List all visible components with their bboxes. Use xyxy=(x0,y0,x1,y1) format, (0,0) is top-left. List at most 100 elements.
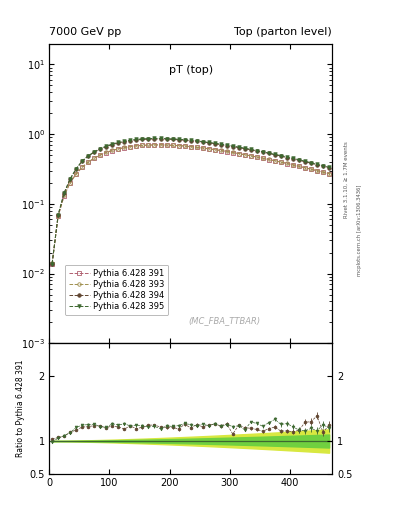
Pythia 6.428 395 xyxy=(110,141,115,147)
Pythia 6.428 393 xyxy=(309,166,313,172)
Pythia 6.428 393 xyxy=(261,155,265,161)
Pythia 6.428 393 xyxy=(224,148,229,155)
Pythia 6.428 393 xyxy=(212,146,217,153)
Pythia 6.428 395 xyxy=(200,139,205,145)
Pythia 6.428 395 xyxy=(224,142,229,148)
Pythia 6.428 391 xyxy=(321,169,325,175)
Pythia 6.428 395 xyxy=(212,140,217,146)
Pythia 6.428 393 xyxy=(219,147,223,154)
Pythia 6.428 393 xyxy=(315,167,320,174)
Pythia 6.428 391 xyxy=(303,165,307,171)
Pythia 6.428 393 xyxy=(188,143,193,150)
Pythia 6.428 395 xyxy=(237,144,241,150)
Pythia 6.428 394 xyxy=(128,138,133,144)
Pythia 6.428 395 xyxy=(146,136,151,142)
Pythia 6.428 391 xyxy=(279,159,283,165)
Pythia 6.428 391 xyxy=(290,162,295,168)
Pythia 6.428 394 xyxy=(98,146,103,152)
Pythia 6.428 394 xyxy=(206,140,211,146)
Pythia 6.428 393 xyxy=(266,156,271,162)
Pythia 6.428 391 xyxy=(74,171,79,177)
Pythia 6.428 391 xyxy=(98,152,103,158)
Pythia 6.428 391 xyxy=(116,146,121,152)
Pythia 6.428 393 xyxy=(248,153,253,159)
Pythia 6.428 391 xyxy=(237,151,241,157)
Pythia 6.428 391 xyxy=(158,142,163,148)
Pythia 6.428 394 xyxy=(272,152,277,158)
Pythia 6.428 395 xyxy=(104,143,109,149)
Pythia 6.428 395 xyxy=(56,211,61,218)
Pythia 6.428 395 xyxy=(219,141,223,147)
Pythia 6.428 394 xyxy=(170,136,175,142)
Pythia 6.428 391 xyxy=(86,159,91,165)
Pythia 6.428 395 xyxy=(176,136,181,142)
Pythia 6.428 395 xyxy=(272,152,277,158)
Pythia 6.428 393 xyxy=(92,155,97,161)
Pythia 6.428 394 xyxy=(248,147,253,153)
Pythia 6.428 393 xyxy=(194,144,199,151)
Pythia 6.428 391 xyxy=(62,193,66,199)
Pythia 6.428 394 xyxy=(152,136,157,142)
Pythia 6.428 393 xyxy=(327,170,331,177)
Pythia 6.428 391 xyxy=(50,261,55,267)
Pythia 6.428 394 xyxy=(237,144,241,151)
Pythia 6.428 393 xyxy=(242,152,247,158)
Pythia 6.428 391 xyxy=(92,155,97,161)
Pythia 6.428 395 xyxy=(242,145,247,151)
Pythia 6.428 394 xyxy=(219,141,223,147)
Pythia 6.428 394 xyxy=(321,163,325,169)
Pythia 6.428 391 xyxy=(230,150,235,156)
Pythia 6.428 394 xyxy=(224,142,229,148)
Pythia 6.428 391 xyxy=(212,146,217,153)
Pythia 6.428 395 xyxy=(152,135,157,141)
Pythia 6.428 394 xyxy=(242,145,247,152)
Pythia 6.428 393 xyxy=(297,163,301,169)
Pythia 6.428 394 xyxy=(261,149,265,155)
Pythia 6.428 395 xyxy=(255,147,259,154)
Pythia 6.428 394 xyxy=(200,139,205,145)
Pythia 6.428 395 xyxy=(140,136,145,142)
Pythia 6.428 391 xyxy=(219,147,223,154)
Pythia 6.428 395 xyxy=(188,137,193,143)
Pythia 6.428 393 xyxy=(110,147,115,154)
Pythia 6.428 395 xyxy=(321,163,325,169)
Pythia 6.428 395 xyxy=(261,148,265,155)
Pythia 6.428 391 xyxy=(176,143,181,149)
Pythia 6.428 395 xyxy=(279,153,283,159)
Legend: Pythia 6.428 391, Pythia 6.428 393, Pythia 6.428 394, Pythia 6.428 395: Pythia 6.428 391, Pythia 6.428 393, Pyth… xyxy=(64,265,169,315)
Pythia 6.428 395 xyxy=(309,160,313,166)
Text: mcplots.cern.ch [arXiv:1306.3436]: mcplots.cern.ch [arXiv:1306.3436] xyxy=(357,185,362,276)
Pythia 6.428 391 xyxy=(182,143,187,150)
Text: pT (top): pT (top) xyxy=(169,65,213,75)
Pythia 6.428 394 xyxy=(62,190,66,196)
Pythia 6.428 395 xyxy=(297,157,301,163)
Pythia 6.428 395 xyxy=(194,138,199,144)
Text: Rivet 3.1.10, ≥ 1.7M events: Rivet 3.1.10, ≥ 1.7M events xyxy=(344,141,349,218)
Pythia 6.428 394 xyxy=(68,176,73,182)
Pythia 6.428 394 xyxy=(176,137,181,143)
Pythia 6.428 393 xyxy=(140,142,145,148)
Pythia 6.428 395 xyxy=(266,150,271,156)
Pythia 6.428 391 xyxy=(140,142,145,148)
Pythia 6.428 394 xyxy=(50,261,55,267)
Pythia 6.428 391 xyxy=(327,170,331,177)
Pythia 6.428 393 xyxy=(86,159,91,165)
Pythia 6.428 393 xyxy=(255,154,259,160)
Line: Pythia 6.428 395: Pythia 6.428 395 xyxy=(50,137,331,265)
Pythia 6.428 393 xyxy=(56,213,61,219)
Pythia 6.428 393 xyxy=(158,142,163,148)
Pythia 6.428 395 xyxy=(86,153,91,159)
Pythia 6.428 391 xyxy=(309,166,313,173)
Text: (MC_FBA_TTBAR): (MC_FBA_TTBAR) xyxy=(189,316,261,325)
Pythia 6.428 391 xyxy=(56,213,61,219)
Pythia 6.428 395 xyxy=(182,137,187,143)
Pythia 6.428 393 xyxy=(279,159,283,165)
Pythia 6.428 395 xyxy=(62,189,66,196)
Pythia 6.428 393 xyxy=(128,143,133,150)
Pythia 6.428 395 xyxy=(315,161,320,167)
Pythia 6.428 393 xyxy=(290,162,295,168)
Pythia 6.428 391 xyxy=(170,142,175,148)
Pythia 6.428 391 xyxy=(80,164,84,170)
Pythia 6.428 394 xyxy=(194,138,199,144)
Pythia 6.428 395 xyxy=(68,176,73,182)
